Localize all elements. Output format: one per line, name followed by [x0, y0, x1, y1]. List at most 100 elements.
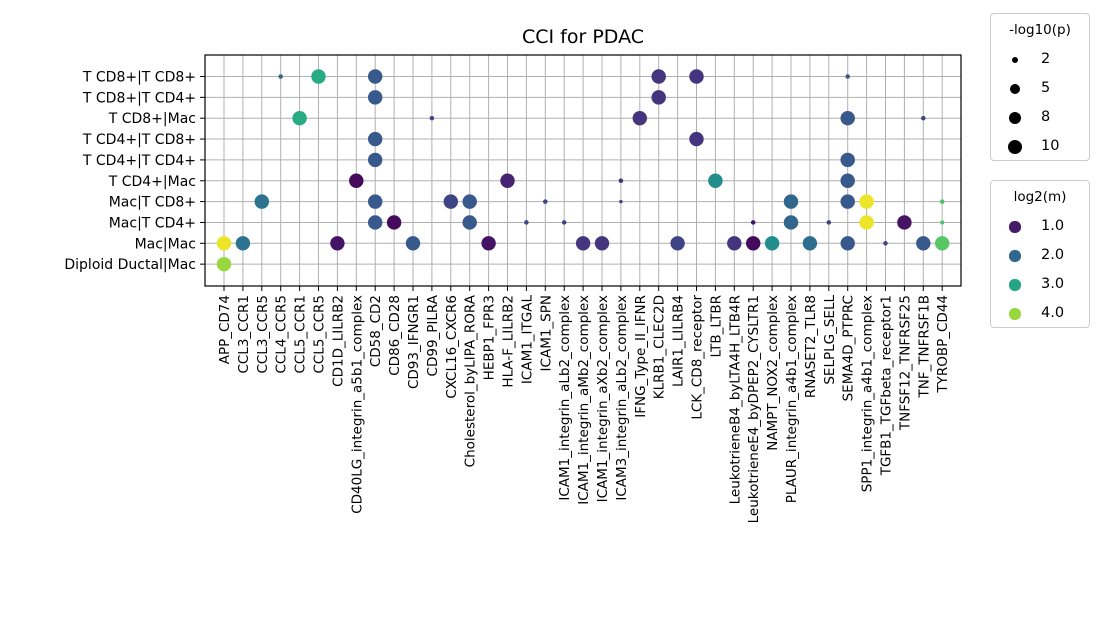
data-point — [689, 131, 704, 147]
x-tick-label: APP_CD74 — [217, 295, 233, 364]
data-point — [651, 69, 666, 84]
x-tick-label: Cholesterol_byLIPA_RORA — [463, 294, 479, 467]
size-legend-label: 5 — [1041, 80, 1051, 96]
data-point — [386, 215, 402, 230]
data-point — [783, 194, 799, 209]
data-point — [859, 215, 874, 230]
y-tick-label: Diploid Ductal|Mac — [64, 257, 196, 273]
color-legend-label: 3.0 — [1041, 276, 1065, 292]
x-tick-label: SELPLG_SELL — [822, 295, 838, 385]
data-point — [349, 173, 364, 188]
x-tick-label: CCL5_CCR1 — [293, 295, 309, 374]
color-legend-item: 4.0 — [991, 300, 1089, 328]
size-legend-marker — [1011, 56, 1019, 64]
x-tick-label: CD93_IFNGR1 — [406, 295, 422, 389]
size-legend-marker — [1007, 139, 1023, 155]
size-legend-marker — [1009, 83, 1021, 95]
x-tick-label: RNASET2_TLR8 — [803, 295, 819, 398]
x-tick-label: TYROBP_CD44 — [935, 295, 951, 394]
grid-lines — [205, 55, 961, 286]
data-point — [311, 69, 326, 84]
color-legend-item: 3.0 — [991, 271, 1089, 299]
size-legend-item: 5 — [991, 75, 1089, 103]
data-point — [921, 115, 926, 121]
data-point — [330, 236, 345, 251]
data-point — [750, 220, 756, 225]
data-point — [745, 236, 761, 251]
x-tick-label: SEMA4D_PTPRC — [841, 295, 857, 401]
x-tick-label: ICAM3_integrin_aLb2_complex — [614, 295, 630, 501]
data-point — [575, 236, 591, 251]
data-point — [727, 236, 742, 251]
data-point — [618, 178, 624, 184]
x-tick-label: CCL3_CCR5 — [255, 295, 271, 374]
x-tick-label: ICAM1_ITGAL — [519, 295, 535, 385]
x-tick-label: ICAM1_SPN — [538, 295, 554, 371]
size-legend: -log10(p) 2 5 8 10 — [990, 13, 1090, 161]
color-legend-label: 4.0 — [1041, 305, 1065, 321]
y-tick-label: Mac|Mac — [135, 236, 196, 252]
data-point — [619, 199, 623, 204]
size-legend-item: 10 — [991, 133, 1089, 161]
color-legend-marker — [1009, 279, 1021, 291]
x-tick-label: ICAM1_integrin_aXb2_complex — [595, 295, 611, 502]
data-point — [783, 215, 799, 230]
data-point — [670, 236, 685, 251]
x-tick-label: TNFSF12_TNFRSF25 — [897, 295, 913, 431]
size-legend-label: 8 — [1041, 109, 1051, 125]
size-legend-title: -log10(p) — [1009, 22, 1071, 38]
data-point — [524, 220, 529, 225]
color-legend-marker — [1009, 250, 1021, 262]
data-point — [840, 236, 855, 251]
size-legend-item: 8 — [991, 104, 1089, 132]
y-tick-label: T CD8+|T CD8+ — [82, 70, 196, 86]
size-legend-marker — [1008, 111, 1022, 125]
x-tick-label: CD58_CD2 — [368, 295, 384, 367]
data-point — [916, 236, 931, 251]
chart-title: CCI for PDAC — [522, 26, 644, 48]
data-point — [764, 236, 780, 251]
x-tick-label: CD99_PILRA — [425, 294, 441, 376]
data-point — [939, 199, 945, 204]
data-point — [840, 110, 855, 126]
data-point — [462, 194, 477, 209]
data-points — [216, 69, 950, 272]
color-legend-label: 1.0 — [1041, 218, 1065, 234]
color-legend-title: log2(m) — [1013, 189, 1067, 205]
x-tick-label: IFNG_Type_II_IFNR — [633, 295, 649, 418]
x-tick-label: NAMPT_NOX2_complex — [765, 295, 781, 451]
color-legend-marker — [1009, 221, 1021, 233]
x-tick-label: LeukotrieneB4_byLTA4H_LTB4R — [727, 295, 743, 504]
y-tick-label: T CD8+|T CD4+ — [82, 90, 196, 106]
data-point — [561, 220, 567, 225]
data-point — [216, 256, 232, 272]
data-point — [367, 131, 383, 147]
x-tick-label: LAIR1_LILRB4 — [671, 295, 687, 387]
data-point — [443, 194, 459, 209]
data-point — [278, 74, 283, 79]
y-axis: T CD8+|T CD8+ T CD8+|T CD4+ T CD8+|Mac T CD… — [64, 70, 205, 273]
size-legend-item: 2 — [991, 46, 1089, 74]
color-legend-label: 2.0 — [1041, 247, 1065, 263]
data-point — [934, 236, 950, 251]
size-legend-label: 2 — [1041, 51, 1051, 67]
y-tick-label: Mac|T CD8+ — [109, 195, 196, 211]
x-tick-label: TNF_TNFRSF1B — [916, 295, 932, 399]
data-point — [367, 69, 383, 84]
color-legend-item: 1.0 — [991, 213, 1089, 241]
data-point — [462, 215, 477, 230]
x-tick-label: CD1D_LILRB2 — [330, 295, 346, 387]
data-point — [367, 152, 383, 168]
size-legend-label: 10 — [1041, 138, 1060, 154]
data-point — [292, 110, 307, 126]
y-tick-label: T CD4+|T CD8+ — [82, 132, 196, 148]
x-tick-label: ICAM1_integrin_aLb2_complex — [557, 295, 573, 501]
x-tick-label: CXCL16_CXCR6 — [444, 295, 460, 399]
data-point — [367, 90, 383, 105]
data-point — [708, 173, 723, 188]
data-point — [594, 236, 610, 251]
data-point — [367, 215, 383, 230]
data-point — [840, 194, 855, 209]
data-point — [254, 194, 270, 209]
